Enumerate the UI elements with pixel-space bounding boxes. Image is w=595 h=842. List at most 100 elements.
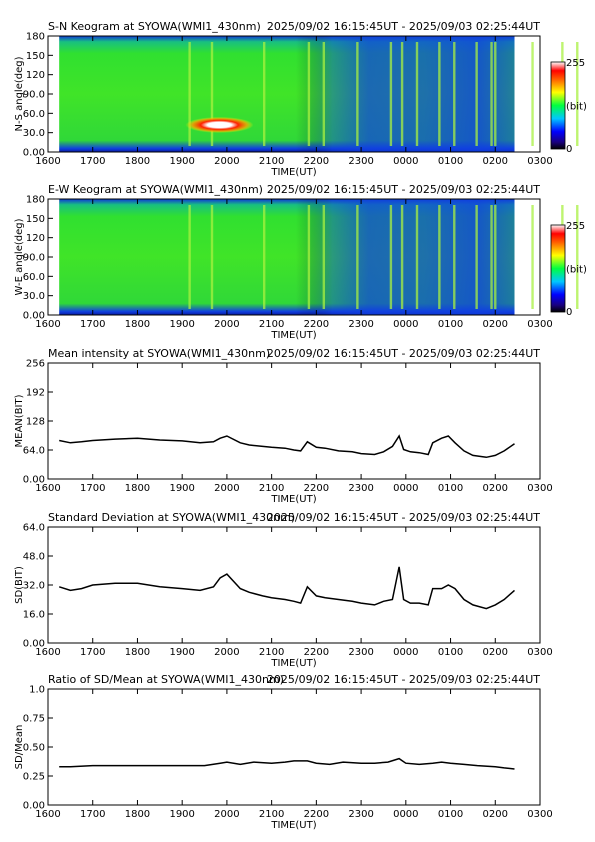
plot-frame <box>47 362 541 480</box>
keogram-streak <box>356 42 359 146</box>
x-tick-label: 1900 <box>169 809 194 820</box>
y-tick-label: 150 <box>26 214 45 225</box>
x-tick-label: 0000 <box>393 319 418 330</box>
x-tick-label: 0300 <box>527 483 552 494</box>
y-tick-label: 192 <box>26 388 45 399</box>
keogram-streak <box>415 205 419 309</box>
x-tick-label: 2300 <box>348 319 373 330</box>
keogram-streak <box>389 205 393 309</box>
keogram-streak <box>210 42 214 146</box>
y-tick-label: 64.0 <box>23 523 45 534</box>
y-tick-label: 16.0 <box>23 610 45 621</box>
x-tick-label: 0100 <box>438 319 463 330</box>
colorbar <box>550 61 566 150</box>
chart-panel-1: S-N Keogram at SYOWA(WMI1_430nm) 2025/09/… <box>14 20 587 178</box>
x-tick-label: 2300 <box>348 483 373 494</box>
y-tick-label: 120 <box>26 233 45 244</box>
keogram-streak <box>400 42 404 146</box>
x-tick-label: 1800 <box>125 647 150 658</box>
y-tick-label: 256 <box>26 359 45 370</box>
x-tick-label: 1800 <box>125 319 150 330</box>
x-tick-label: 0100 <box>438 483 463 494</box>
x-tick-label: 2200 <box>304 319 329 330</box>
keogram-streak <box>438 205 441 309</box>
keogram-shading <box>59 36 515 152</box>
y-tick-label: 0.00 <box>23 801 45 812</box>
keogram-streak <box>356 205 359 309</box>
x-tick-label: 2100 <box>259 483 284 494</box>
y-tick-label: 180 <box>26 195 45 206</box>
y-tick-label: 0.50 <box>23 743 45 754</box>
y-tick-label: 0.00 <box>23 148 45 159</box>
x-tick-label: 0200 <box>483 156 508 167</box>
x-tick-label: 1600 <box>35 483 60 494</box>
keogram-streak <box>531 42 534 146</box>
x-tick-label: 1700 <box>80 647 105 658</box>
y-tick-label: 30.0 <box>23 128 45 139</box>
keogram-streak <box>490 205 493 309</box>
x-tick-label: 2000 <box>214 319 239 330</box>
x-tick-label: 2300 <box>348 809 373 820</box>
y-tick-label: 60.0 <box>23 272 45 283</box>
chart-panel-2: E-W Keogram at SYOWA(WMI1_430nm) 2025/09/… <box>14 183 587 341</box>
y-tick-label: 30.0 <box>23 291 45 302</box>
keogram-streak <box>210 205 214 309</box>
x-tick-label: 1600 <box>35 319 60 330</box>
x-tick-label: 1700 <box>80 319 105 330</box>
x-tick-label: 0100 <box>438 809 463 820</box>
y-tick-label: 120 <box>26 70 45 81</box>
y-axis-label: W-E angle(deg) <box>14 218 25 295</box>
x-tick-label: 2200 <box>304 156 329 167</box>
keogram-streak <box>453 205 456 309</box>
y-tick-label: 0.25 <box>23 772 45 783</box>
chart-panel-3: Mean intensity at SYOWA(WMI1_430nm)2025/… <box>14 347 553 505</box>
x-tick-label: 1800 <box>125 156 150 167</box>
chart-panel-5: Ratio of SD/Mean at SYOWA(WMI1_430nm)202… <box>14 673 553 831</box>
x-tick-label: 1900 <box>169 319 194 330</box>
keogram-streak <box>188 205 191 309</box>
chart-time-range: 2025/09/02 16:15:45UT - 2025/09/03 02:25… <box>267 511 540 524</box>
colorbar-max-label: 255 <box>566 221 585 232</box>
chart-time-range: 2025/09/02 16:15:45UT - 2025/09/03 02:25… <box>267 183 540 196</box>
x-tick-label: 0300 <box>527 647 552 658</box>
chart-time-range: 2025/09/02 16:15:45UT - 2025/09/03 02:25… <box>267 20 540 33</box>
keogram-streak <box>475 205 478 309</box>
x-tick-label: 2300 <box>348 156 373 167</box>
x-tick-label: 0200 <box>483 483 508 494</box>
plot-frame <box>47 688 541 806</box>
x-tick-label: 1900 <box>169 156 194 167</box>
y-tick-label: 32.0 <box>23 581 45 592</box>
y-tick-label: 150 <box>26 51 45 62</box>
keogram-streak <box>531 205 534 309</box>
x-tick-label: 1800 <box>125 809 150 820</box>
keogram-streak <box>494 205 497 309</box>
y-axis-label: SD(BIT) <box>14 566 25 604</box>
x-tick-label: 1700 <box>80 156 105 167</box>
x-tick-label: 0000 <box>393 156 418 167</box>
colorbar-min-label: 0 <box>566 307 572 318</box>
x-tick-label: 1900 <box>169 483 194 494</box>
y-tick-label: 60.0 <box>23 109 45 120</box>
x-tick-label: 0100 <box>438 647 463 658</box>
x-tick-label: 2100 <box>259 647 284 658</box>
y-tick-label: 90.0 <box>23 90 45 101</box>
chart-title: E-W Keogram at SYOWA(WMI1_430nm) <box>48 183 263 196</box>
keogram-streak <box>576 42 579 146</box>
y-tick-label: 128 <box>26 417 45 428</box>
keogram-streak <box>188 42 191 146</box>
y-tick-label: 180 <box>26 32 45 43</box>
data-line <box>59 757 515 770</box>
chart-time-range: 2025/09/02 16:15:45UT - 2025/09/03 02:25… <box>267 347 540 360</box>
chart-title: Standard Deviation at SYOWA(WMI1_430nm) <box>48 511 295 524</box>
x-tick-label: 0300 <box>527 809 552 820</box>
x-tick-label: 0200 <box>483 809 508 820</box>
keogram-shading <box>59 199 515 315</box>
x-tick-label: 0300 <box>527 156 552 167</box>
keogram-hotspot <box>185 116 254 133</box>
keogram-streak <box>490 42 493 146</box>
x-tick-label: 0100 <box>438 156 463 167</box>
chart-title: Ratio of SD/Mean at SYOWA(WMI1_430nm) <box>48 673 284 686</box>
x-tick-label: 0200 <box>483 319 508 330</box>
x-tick-label: 2200 <box>304 483 329 494</box>
